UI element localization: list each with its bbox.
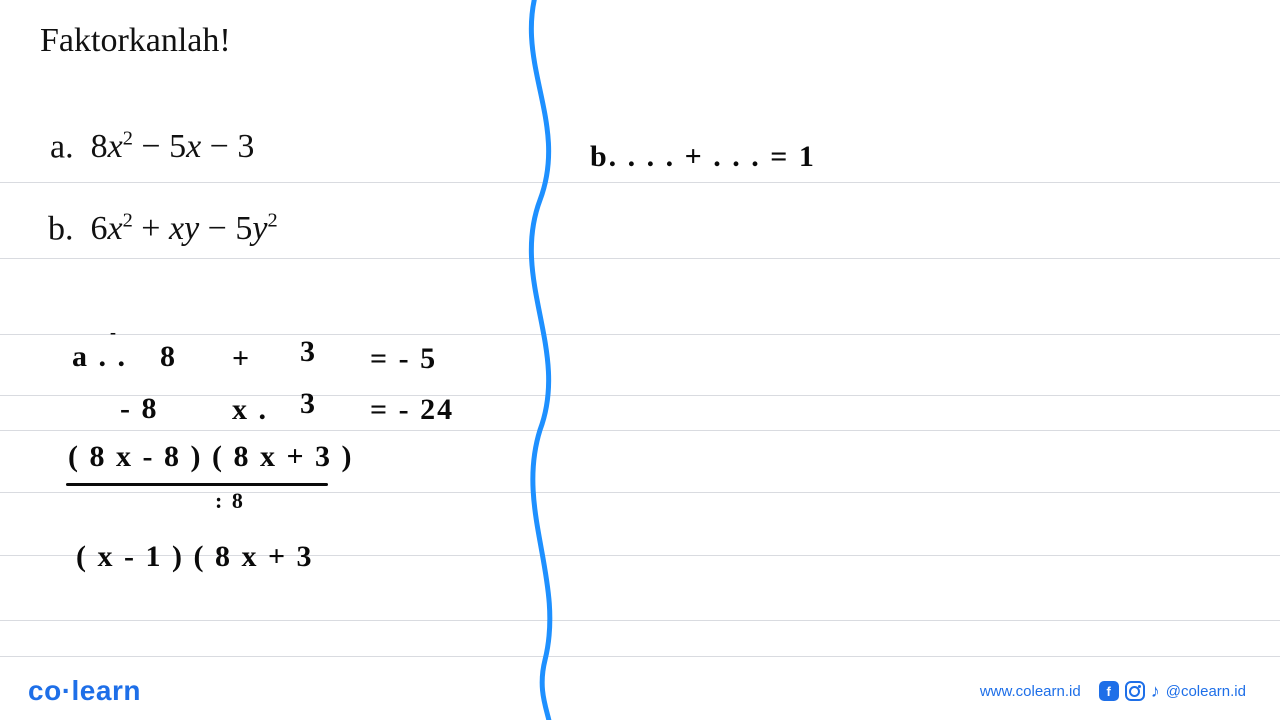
problem-b-expr: 6x2 + xy − 5y2 — [91, 210, 278, 247]
ruled-line — [0, 182, 1280, 183]
problem-b-label: b. — [48, 210, 74, 247]
hw-left-line1-a: a . . — [72, 340, 127, 374]
wavy-divider — [500, 0, 600, 720]
social-links: f ♪ @colearn.id — [1099, 681, 1246, 702]
hw-left-line2-n8: - 8 — [120, 392, 159, 426]
instagram-icon[interactable] — [1125, 681, 1145, 701]
problem-a: a. 8x2 − 5x − 3 — [50, 128, 254, 166]
hw-left-line1-plus: + — [232, 342, 251, 376]
hw-left-line1-eq: = - 5 — [370, 342, 437, 376]
ruled-line — [0, 258, 1280, 259]
logo-co: co — [28, 675, 62, 706]
hw-right-b: b. . . . + . . . = 1 — [590, 140, 816, 174]
problem-a-label: a. — [50, 128, 74, 165]
page-root: Faktorkanlah! a. 8x2 − 5x − 3 b. 6x2 + x… — [0, 0, 1280, 720]
hw-left-line2-x: x . — [232, 393, 268, 427]
logo-dot-icon: · — [62, 675, 72, 706]
hw-underline — [66, 483, 328, 486]
hw-left-line1-n8: 8 — [160, 340, 177, 374]
social-handle: @colearn.id — [1166, 683, 1246, 700]
problem-b: b. 6x2 + xy − 5y2 — [48, 210, 278, 248]
facebook-icon[interactable]: f — [1099, 681, 1119, 701]
hw-left-line4: ( x - 1 ) ( 8 x + 3 — [76, 540, 314, 574]
hw-left-line3: ( 8 x - 8 ) ( 8 x + 3 ) — [68, 440, 354, 474]
hw-minus-icon: - — [110, 322, 118, 343]
footer-right: www.colearn.id f ♪ @colearn.id — [980, 681, 1246, 702]
tiktok-icon[interactable]: ♪ — [1151, 681, 1160, 702]
ruled-line — [0, 334, 1280, 335]
hw-left-line2-eq: = - 24 — [370, 393, 454, 427]
logo-learn: learn — [72, 675, 141, 706]
hw-left-line2-n3: 3 — [300, 387, 317, 421]
ruled-line — [0, 395, 1280, 396]
footer-url[interactable]: www.colearn.id — [980, 683, 1081, 700]
hw-left-line3-div: : 8 — [215, 488, 245, 514]
footer: co·learn www.colearn.id f ♪ @colearn.id — [0, 672, 1280, 720]
ruled-line — [0, 620, 1280, 621]
ruled-line — [0, 430, 1280, 431]
ruled-line — [0, 492, 1280, 493]
problem-a-expr: 8x2 − 5x − 3 — [91, 128, 255, 165]
title: Faktorkanlah! — [40, 22, 231, 60]
ruled-line — [0, 656, 1280, 657]
hw-left-line1-n3: 3 — [300, 335, 317, 369]
brand-logo: co·learn — [28, 675, 141, 707]
